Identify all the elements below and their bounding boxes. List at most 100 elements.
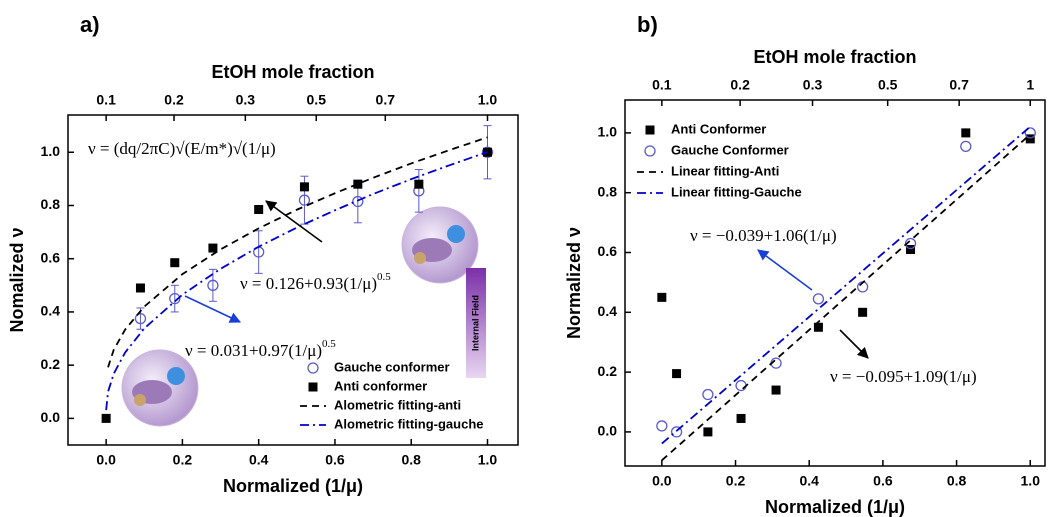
- legend-label: Linear fitting-Gauche: [671, 184, 802, 199]
- x-tick-label: 0.2: [173, 452, 193, 468]
- x-tick-label: 0.8: [947, 473, 967, 489]
- data-point: [298, 194, 311, 206]
- annotation-text: ν = 0.126+0.93(1/μ): [240, 274, 377, 293]
- data-point: [702, 388, 714, 401]
- annotation-arrow: [265, 200, 323, 243]
- x2-tick-label: 0.3: [236, 92, 256, 108]
- y-tick-label: 0.6: [41, 249, 61, 265]
- annotation-arrow: [184, 295, 242, 323]
- fit-line: [107, 136, 488, 368]
- data-point: [672, 369, 682, 379]
- x-tick-label: 0.0: [96, 452, 116, 468]
- legend-label: Gauche conformer: [334, 359, 450, 374]
- x-tick-label: 0.8: [401, 452, 421, 468]
- error-bar: [414, 169, 423, 213]
- data-point: [812, 293, 825, 305]
- data-point: [771, 385, 781, 395]
- data-point: [207, 279, 219, 291]
- x2-tick-label: 0.5: [307, 92, 327, 108]
- fit-line: [661, 133, 1031, 461]
- plot-frame: [624, 99, 1046, 467]
- data-point: [906, 245, 916, 255]
- data-point: [656, 420, 668, 432]
- x-tick-label: 0.4: [799, 473, 819, 489]
- molecule-illustration: [401, 206, 479, 284]
- x-axis-label: Normalized (1/μ): [765, 497, 905, 517]
- x-tick-label: 1.0: [1021, 473, 1041, 489]
- data-point: [644, 145, 656, 157]
- y-tick-label: 0.2: [41, 356, 61, 372]
- data-point: [657, 292, 667, 302]
- x-tick-label: 0.4: [249, 452, 269, 468]
- y-tick-label: 0.6: [598, 243, 618, 259]
- legend-label: Gauche Conformer: [671, 142, 789, 157]
- data-point: [170, 258, 180, 268]
- annotation-text: ν = −0.039+1.06(1/μ): [690, 226, 837, 245]
- data-point: [135, 283, 145, 293]
- legend-label: Alometric fitting-gauche: [334, 416, 484, 431]
- x2-tick-label: 0.2: [730, 77, 750, 93]
- data-point: [308, 382, 318, 392]
- annotation: ν = 0.126+0.93(1/μ)0.5: [240, 271, 391, 293]
- data-point: [208, 243, 218, 253]
- y-tick-label: 0.0: [41, 409, 61, 425]
- x2-tick-label: 1: [1026, 77, 1034, 93]
- data-point: [961, 128, 971, 138]
- data-point: [670, 426, 683, 438]
- annotation: Internal Field: [470, 295, 480, 351]
- data-point: [307, 362, 319, 374]
- legend-label: Anti Conformer: [671, 121, 766, 136]
- x-tick-label: 0.2: [726, 473, 746, 489]
- y-axis-label: Normalized ν: [564, 227, 584, 339]
- fit-line: [661, 125, 1031, 445]
- data-point: [1025, 134, 1035, 144]
- x2-tick-label: 0.1: [96, 92, 116, 108]
- x2-tick-label: 1.0: [478, 92, 498, 108]
- annotation: ν = −0.095+1.09(1/μ): [830, 367, 977, 386]
- annotation-superscript: 0.5: [322, 338, 336, 350]
- data-point: [858, 307, 868, 317]
- plot-frame: [67, 114, 519, 446]
- annotation-arrow: [757, 249, 813, 291]
- annotation: ν = −0.039+1.06(1/μ): [690, 226, 837, 245]
- data-point: [169, 292, 181, 305]
- y-tick-label: 1.0: [41, 143, 61, 159]
- data-point: [101, 413, 111, 423]
- data-point: [481, 146, 494, 158]
- y-tick-label: 0.2: [598, 363, 618, 379]
- data-point: [960, 140, 972, 152]
- legend-label: Linear fitting-Anti: [671, 163, 779, 178]
- x-axis-label: Normalized (1/μ): [223, 476, 363, 496]
- x2-tick-label: 0.1: [652, 77, 672, 93]
- data-point: [736, 413, 746, 423]
- data-point: [645, 125, 655, 135]
- y-tick-label: 1.0: [598, 124, 618, 140]
- x2-tick-label: 0.3: [803, 77, 823, 93]
- chart-panel: 0.0 0.2 0.4 0.6 0.8 1.0 0.0 0.2 0.4 0.6 0.8 1.0 0.1 0…: [7, 12, 519, 496]
- x-tick-label: 0.0: [652, 473, 672, 489]
- data-point: [414, 179, 424, 189]
- annotation-arrow: [839, 329, 869, 359]
- y-axis-label: Nomalized ν: [7, 227, 27, 332]
- panel-label: b): [637, 12, 658, 37]
- x2-tick-label: 0.5: [878, 77, 898, 93]
- internal-field-bar: [466, 268, 486, 378]
- data-point: [352, 195, 364, 208]
- legend-label: Anti conformer: [334, 378, 427, 393]
- x2-axis-label: EtOH mole fraction: [753, 47, 916, 67]
- y-tick-label: 0.8: [598, 183, 618, 199]
- data-point: [1024, 127, 1036, 139]
- annotation-text: ν = (dq/2πC)√(E/m*)√(1/μ): [88, 139, 276, 158]
- molecule-illustration: [121, 349, 199, 427]
- x-tick-label: 1.0: [478, 452, 498, 468]
- y-tick-label: 0.4: [598, 303, 618, 319]
- data-point: [254, 204, 264, 214]
- error-bar: [254, 230, 263, 274]
- x-tick-label: 0.6: [325, 452, 345, 468]
- error-bar: [170, 284, 179, 313]
- chart-panel: 0.0 0.2 0.4 0.6 0.8 1.0 0.0 0.2 0.4 0.6 0.8 1.0 0.1 0…: [564, 12, 1046, 517]
- legend: Anti Conformer Gauche Conformer Linear fit…: [637, 121, 802, 199]
- panel-label: a): [80, 12, 100, 37]
- data-point: [703, 427, 713, 437]
